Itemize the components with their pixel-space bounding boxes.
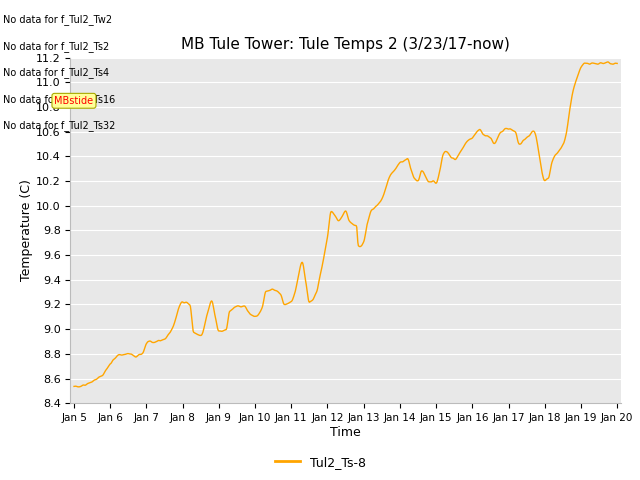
Text: No data for f_Tul2_Ts16: No data for f_Tul2_Ts16 (3, 94, 115, 105)
Text: MBstide: MBstide (54, 96, 93, 106)
Text: No data for f_Tul2_Ts4: No data for f_Tul2_Ts4 (3, 67, 109, 78)
Y-axis label: Temperature (C): Temperature (C) (20, 180, 33, 281)
Legend: Tul2_Ts-8: Tul2_Ts-8 (269, 451, 371, 474)
X-axis label: Time: Time (330, 426, 361, 439)
Text: No data for f_Tul2_Ts32: No data for f_Tul2_Ts32 (3, 120, 116, 131)
Text: No data for f_Tul2_Tw2: No data for f_Tul2_Tw2 (3, 14, 113, 25)
Text: No data for f_Tul2_Ts2: No data for f_Tul2_Ts2 (3, 41, 109, 52)
Title: MB Tule Tower: Tule Temps 2 (3/23/17-now): MB Tule Tower: Tule Temps 2 (3/23/17-now… (181, 37, 510, 52)
